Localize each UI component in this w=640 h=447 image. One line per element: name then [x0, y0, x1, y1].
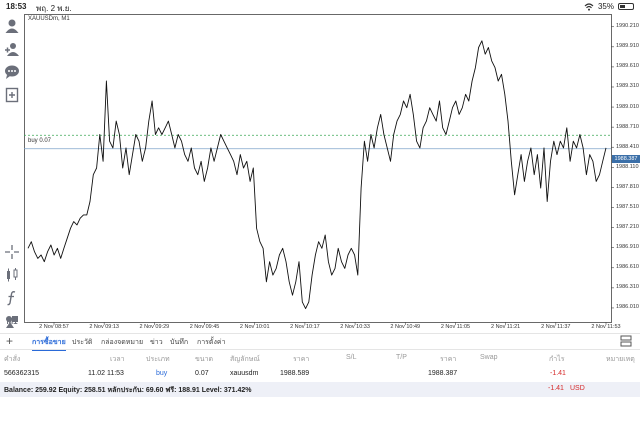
price-tick-label: 1988.110	[616, 163, 639, 170]
timeframe-button[interactable]: M1	[6, 316, 18, 326]
price-tick-label: 1986.610	[616, 264, 639, 271]
time-tick-label: 2 Nov 10:17	[290, 324, 320, 330]
price-tick-label: 1986.010	[616, 304, 639, 311]
order-symbol: xauusdm	[230, 370, 259, 377]
total-profit: -1.41	[548, 385, 564, 392]
currency-label: USD	[570, 385, 585, 392]
col-swap: Swap	[480, 354, 498, 361]
col-order: คำสั่ง	[4, 356, 21, 363]
tab-mailbox[interactable]: กล่องจดหมาย	[101, 339, 144, 346]
col-time: เวลา	[110, 356, 125, 363]
positions-header: คำสั่ง เวลา ประเภท ขนาด สัญลักษณ์ ราคา S…	[0, 349, 640, 365]
layout-icon[interactable]	[620, 335, 632, 347]
order-profit: -1.41	[550, 370, 566, 377]
tab-history[interactable]: ประวัติ	[72, 339, 93, 346]
status-date: พฤ. 2 พ.ย.	[36, 4, 72, 13]
time-tick-label: 2 Nov 09:45	[189, 324, 220, 330]
time-tick-label: 2 Nov 10:01	[239, 324, 270, 330]
price-tick-label: 1987.210	[616, 224, 639, 231]
left-toolbar	[0, 14, 24, 334]
col-symbol: สัญลักษณ์	[230, 356, 260, 363]
balance-bar: Balance: 259.92 Equity: 258.51 หลักประกั…	[0, 382, 640, 397]
col-comment: หมายเหตุ	[606, 356, 635, 363]
battery-percent: 35%	[597, 2, 614, 11]
order-time: 11.02 11:53	[88, 370, 124, 377]
objects-icon[interactable]	[4, 313, 20, 329]
chart-frame	[24, 14, 612, 323]
add-person-icon[interactable]	[4, 41, 20, 57]
status-time: 18:53	[6, 2, 27, 11]
chart-canvas	[24, 14, 614, 325]
price-tick-label: 1986.310	[616, 284, 639, 291]
col-price-current: ราคา	[440, 356, 457, 363]
order-current-price: 1988.387	[428, 370, 458, 377]
plus-icon[interactable]: +	[6, 334, 14, 348]
price-tick-label: 1987.510	[616, 204, 639, 210]
time-tick-label: 2 Nov 11:53	[591, 324, 621, 330]
col-tp: T/P	[396, 354, 407, 361]
time-tick-label: 2 Nov 11:21	[490, 324, 521, 330]
tab-settings[interactable]: การตั้งค่า	[197, 339, 226, 346]
battery-fill	[620, 5, 625, 8]
time-tick-label: 2 Nov 11:37	[541, 324, 571, 330]
price-tick-label: 1986.910	[616, 244, 639, 251]
price-tick-label: 1990.210	[616, 23, 639, 30]
chat-icon[interactable]	[4, 64, 20, 80]
tab-news[interactable]: ข่าว	[150, 339, 163, 346]
person-icon[interactable]	[4, 18, 20, 34]
time-tick-label: 2 Nov 09:29	[139, 324, 170, 330]
bottom-tabs: + การซื้อขาย ประวัติ กล่องจดหมาย ข่าว บั…	[0, 333, 640, 351]
time-tick-label: 2 Nov 11:05	[440, 324, 471, 330]
status-right: 35%	[584, 2, 634, 11]
current-price-label: 1988.387	[612, 155, 640, 163]
buy-line-label: buy 0.07	[28, 138, 52, 144]
wifi-icon	[584, 2, 594, 11]
price-series-line	[27, 40, 607, 310]
tab-trade[interactable]: การซื้อขาย	[32, 339, 66, 351]
order-size: 0.07	[195, 370, 209, 377]
price-tick-label: 1989.610	[616, 63, 639, 70]
order-id: 566362315	[4, 370, 40, 377]
chart-symbol-label: XAUUSDm, M1	[28, 16, 70, 22]
price-tick-label: 1989.010	[616, 103, 639, 110]
status-bar: 18:53 พฤ. 2 พ.ย. 35%	[0, 0, 640, 14]
crosshair-icon[interactable]	[4, 244, 20, 260]
time-tick-label: 2 Nov 10:49	[390, 324, 421, 330]
col-profit: กำไร	[549, 356, 565, 363]
battery-icon	[618, 3, 634, 10]
tab-journal[interactable]: บันทึก	[170, 339, 189, 346]
position-row[interactable]: 566362315 11.02 11:53 buy 0.07 xauusdm 1…	[0, 366, 640, 382]
price-tick-label: 1987.810	[616, 183, 639, 190]
order-type: buy	[156, 370, 168, 377]
balance-summary: Balance: 259.92 Equity: 258.51 หลักประกั…	[4, 387, 252, 394]
price-tick-label: 1988.410	[616, 143, 639, 150]
price-chart[interactable]: XAUUSDm, M1 buy 0.07 1990.210 1989.910 198…	[24, 14, 640, 344]
time-tick-label: 2 Nov 10:33	[340, 324, 370, 330]
col-price: ราคา	[293, 356, 310, 363]
order-open-price: 1988.589	[280, 370, 310, 377]
new-document-icon[interactable]	[4, 87, 20, 103]
price-tick-label: 1989.910	[616, 43, 639, 50]
empty-area	[0, 397, 640, 447]
price-tick-label: 1989.310	[616, 83, 639, 90]
col-type: ประเภท	[146, 356, 170, 363]
time-tick-label: 2 Nov 08:57	[39, 324, 69, 330]
time-tick-label: 2 Nov 09:13	[89, 324, 120, 330]
function-icon[interactable]	[4, 290, 20, 306]
chart-type-icon[interactable]	[4, 267, 20, 283]
col-size: ขนาด	[195, 356, 214, 363]
price-tick-label: 1988.710	[616, 123, 639, 130]
col-sl: S/L	[346, 354, 357, 361]
